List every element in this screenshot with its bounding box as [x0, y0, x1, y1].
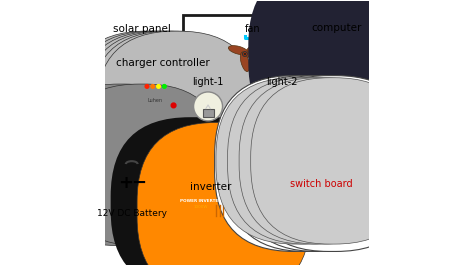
Text: solar panel: solar panel: [113, 24, 171, 34]
Text: POWER INVERTER: POWER INVERTER: [180, 199, 221, 203]
Circle shape: [163, 85, 166, 88]
Circle shape: [267, 92, 296, 121]
Circle shape: [193, 92, 222, 121]
FancyBboxPatch shape: [215, 76, 381, 251]
Text: light-2: light-2: [266, 77, 298, 87]
FancyBboxPatch shape: [168, 90, 176, 101]
FancyBboxPatch shape: [228, 78, 391, 244]
FancyBboxPatch shape: [188, 193, 234, 221]
Text: charger controller: charger controller: [117, 58, 210, 68]
Ellipse shape: [228, 45, 248, 55]
FancyBboxPatch shape: [238, 76, 404, 251]
FancyBboxPatch shape: [60, 84, 224, 246]
FancyBboxPatch shape: [91, 31, 252, 194]
FancyBboxPatch shape: [40, 84, 203, 246]
Circle shape: [288, 153, 293, 158]
FancyBboxPatch shape: [202, 109, 214, 117]
FancyBboxPatch shape: [115, 167, 149, 171]
FancyBboxPatch shape: [183, 15, 365, 241]
FancyBboxPatch shape: [113, 42, 142, 76]
FancyBboxPatch shape: [249, 76, 415, 251]
FancyBboxPatch shape: [251, 78, 414, 244]
Text: switch board: switch board: [290, 179, 353, 189]
Text: +: +: [118, 174, 133, 192]
FancyBboxPatch shape: [286, 140, 340, 178]
FancyBboxPatch shape: [67, 31, 229, 194]
FancyBboxPatch shape: [276, 109, 287, 117]
Ellipse shape: [244, 43, 259, 58]
FancyBboxPatch shape: [84, 31, 246, 194]
FancyBboxPatch shape: [96, 31, 258, 194]
FancyBboxPatch shape: [145, 94, 169, 107]
FancyBboxPatch shape: [141, 81, 180, 111]
Text: Luhen: Luhen: [148, 98, 163, 103]
FancyBboxPatch shape: [110, 117, 293, 266]
FancyBboxPatch shape: [324, 41, 350, 65]
FancyBboxPatch shape: [248, 0, 426, 142]
Ellipse shape: [240, 52, 249, 72]
Text: fan: fan: [245, 24, 261, 34]
FancyBboxPatch shape: [137, 122, 310, 266]
Text: 12V DC Battery: 12V DC Battery: [97, 209, 167, 218]
Text: light-1: light-1: [192, 77, 224, 87]
Text: computer: computer: [312, 23, 362, 33]
Text: inverter: inverter: [190, 182, 231, 192]
Circle shape: [157, 85, 160, 88]
FancyBboxPatch shape: [239, 78, 402, 244]
Circle shape: [244, 53, 246, 55]
FancyBboxPatch shape: [216, 78, 379, 244]
FancyBboxPatch shape: [226, 76, 392, 251]
Circle shape: [145, 85, 149, 88]
FancyBboxPatch shape: [114, 167, 150, 205]
FancyBboxPatch shape: [73, 31, 235, 194]
FancyBboxPatch shape: [79, 31, 240, 194]
Circle shape: [151, 85, 155, 88]
Text: 1000W: 1000W: [193, 205, 208, 209]
Circle shape: [243, 52, 247, 56]
Text: −: −: [131, 174, 146, 192]
Circle shape: [171, 103, 176, 108]
FancyBboxPatch shape: [251, 0, 423, 148]
